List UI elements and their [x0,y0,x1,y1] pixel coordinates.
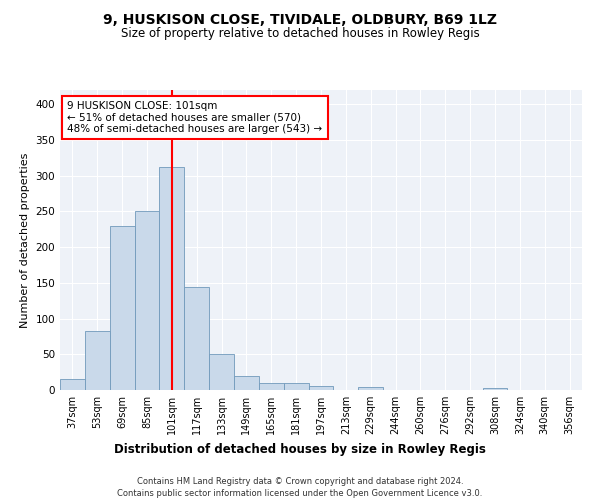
Text: 9, HUSKISON CLOSE, TIVIDALE, OLDBURY, B69 1LZ: 9, HUSKISON CLOSE, TIVIDALE, OLDBURY, B6… [103,12,497,26]
Bar [234,376,259,390]
Bar [60,378,85,390]
Bar [284,383,308,390]
Y-axis label: Number of detached properties: Number of detached properties [20,152,30,328]
Text: Contains HM Land Registry data © Crown copyright and database right 2024.: Contains HM Land Registry data © Crown c… [137,478,463,486]
Bar [85,332,110,390]
Bar [134,212,160,390]
Text: Contains public sector information licensed under the Open Government Licence v3: Contains public sector information licen… [118,489,482,498]
Bar [308,386,334,390]
Bar [209,354,234,390]
Bar [160,167,184,390]
Bar [259,383,284,390]
Text: Distribution of detached houses by size in Rowley Regis: Distribution of detached houses by size … [114,442,486,456]
Bar [184,287,209,390]
Bar [110,226,134,390]
Text: Size of property relative to detached houses in Rowley Regis: Size of property relative to detached ho… [121,28,479,40]
Text: 9 HUSKISON CLOSE: 101sqm
← 51% of detached houses are smaller (570)
48% of semi-: 9 HUSKISON CLOSE: 101sqm ← 51% of detach… [67,100,323,134]
Bar [358,387,383,390]
Bar [482,388,508,390]
